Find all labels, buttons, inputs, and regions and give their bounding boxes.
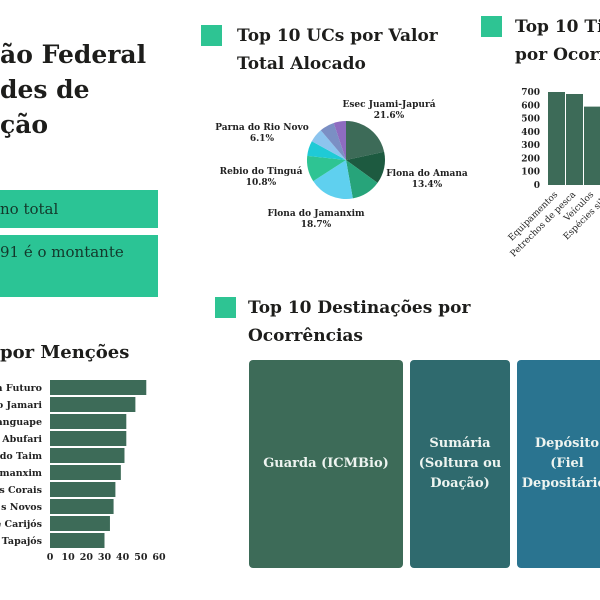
stat-box: 91 é o montante: [0, 235, 158, 297]
title-line: des de: [0, 75, 90, 104]
heading-line: Top 10 UCs por Valor: [237, 26, 438, 46]
pie-slice: [313, 160, 353, 199]
bar: [50, 533, 105, 548]
tick-label: 600: [521, 101, 540, 111]
pie-slice: [346, 151, 385, 183]
title-line: ção: [0, 110, 49, 139]
heading-line: Ocorrências: [248, 326, 363, 346]
bar: [50, 448, 125, 463]
heading-line: Total Alocado: [237, 54, 366, 74]
legend-square-icon: [201, 25, 222, 46]
treemap-tile-deposito[interactable]: Depósito (Fiel Depositário): [517, 360, 600, 568]
tick-label: 10: [62, 552, 76, 563]
category-label: n Futuro: [0, 383, 42, 394]
pie-slice: [346, 160, 378, 199]
category-label: Tapajós: [2, 536, 42, 547]
slice-label: Flona do Jamanxim: [267, 209, 365, 219]
pie-slice: [333, 121, 346, 160]
bar: [548, 92, 565, 185]
stat-box: no total: [0, 190, 158, 228]
category-label: e Carijós: [0, 519, 42, 530]
legend-square-icon: [481, 16, 502, 37]
stat-text: 91 é o montante: [0, 243, 124, 261]
slice-percent: 18.7%: [301, 220, 332, 230]
tick-label: 500: [521, 115, 540, 125]
destinations-heading: Top 10 Destinações por Ocorrências: [248, 294, 470, 350]
tick-label: 700: [521, 88, 540, 98]
pie-slice: [346, 121, 385, 160]
tile-label: Sumária (Soltura ou Doação): [418, 436, 502, 491]
page-title: ão Federal des de ção: [0, 37, 146, 142]
slice-percent: 13.4%: [412, 180, 443, 190]
tick-label: 100: [521, 168, 540, 178]
tick-label: 300: [521, 141, 540, 151]
bar: [50, 499, 114, 514]
category-label: manxim: [0, 468, 42, 479]
tick-label: 0: [534, 181, 540, 191]
heading-line: Top 10 Destinações por: [248, 298, 471, 318]
bar: [584, 106, 600, 185]
tick-label: 200: [521, 154, 540, 164]
bar: [50, 414, 127, 429]
bar: [566, 93, 583, 185]
pie-heading: Top 10 UCs por Valor Total Alocado: [237, 22, 438, 78]
heading-line: Top 10 Ti: [515, 17, 600, 37]
legend-square-icon: [215, 297, 236, 318]
slice-label: Esec Juami-Japurá: [342, 99, 435, 110]
slice-percent: 21.6%: [374, 111, 405, 121]
category-label: s Novos: [1, 502, 42, 513]
slice-label: Rebio do Tinguá: [220, 166, 303, 177]
tile-label: Depósito (Fiel Depositário): [521, 436, 600, 491]
category-label: o Jamari: [0, 400, 42, 411]
pie-slice: [307, 141, 346, 160]
bar: [50, 482, 116, 497]
tick-label: 30: [98, 552, 112, 563]
bar: [50, 465, 121, 480]
tick-label: 50: [134, 552, 148, 563]
pie-slice: [311, 130, 346, 160]
tick-label: 0: [47, 552, 54, 563]
tick-label: 40: [116, 552, 130, 563]
slice-label: Flona do Amana: [386, 169, 468, 179]
bar: [50, 380, 147, 395]
stat-text: no total: [0, 200, 59, 218]
bar: [50, 516, 110, 531]
title-line: ão Federal: [0, 40, 147, 69]
treemap-tile-guarda[interactable]: Guarda (ICMBio): [249, 360, 403, 568]
slice-percent: 6.1%: [250, 134, 275, 144]
bar: [50, 431, 127, 446]
category-label: Abufari: [1, 434, 42, 445]
tick-label: 60: [152, 552, 166, 563]
mentions-heading: por Menções: [0, 342, 130, 363]
category-label: anguape: [0, 417, 42, 428]
category-label: do Taim: [0, 451, 42, 462]
category-label: s Corais: [0, 485, 42, 496]
treemap-tile-sumaria[interactable]: Sumária (Soltura ou Doação): [410, 360, 510, 568]
slice-percent: 10.8%: [246, 178, 277, 188]
bar: [50, 397, 136, 412]
slice-label: Parna do Rio Novo: [215, 123, 309, 133]
tick-label: 400: [521, 128, 540, 138]
types-bar-chart: 0100200300400500600700EquipamentosPetrec…: [507, 88, 600, 259]
pie-slice: [320, 122, 346, 160]
mentions-bar-chart: n Futuro o Jamari anguape Abufari do Taim man…: [0, 380, 166, 563]
tile-label: Guarda (ICMBio): [263, 456, 389, 471]
tick-label: 20: [80, 552, 94, 563]
heading-line: por Ocorr: [515, 45, 600, 65]
pie-slice: [307, 155, 346, 182]
types-heading: Top 10 Ti por Ocorr: [515, 13, 600, 69]
